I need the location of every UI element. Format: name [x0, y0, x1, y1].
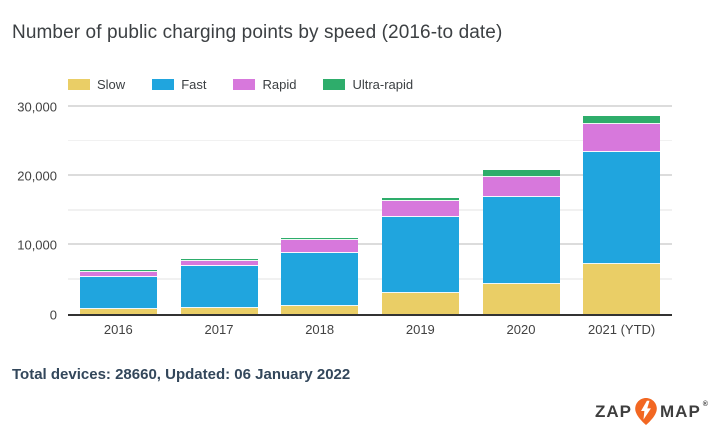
- bar-2021-ytd-: [583, 115, 661, 315]
- bar-segment-slow[interactable]: [180, 308, 258, 315]
- gridline-major: [68, 243, 672, 246]
- bar-segment-fast[interactable]: [180, 265, 258, 309]
- legend-item-fast[interactable]: Fast: [152, 77, 206, 92]
- bar-segment-ultra-rapid[interactable]: [180, 259, 258, 262]
- legend-item-slow[interactable]: Slow: [68, 77, 125, 92]
- legend-item-rapid[interactable]: Rapid: [233, 77, 296, 92]
- x-tick-label: 2019: [405, 322, 435, 337]
- page-title: Number of public charging points by spee…: [12, 22, 503, 43]
- x-tick-label: 2021 (YTD): [588, 322, 656, 337]
- registered-trademark-symbol: ®: [702, 401, 708, 408]
- x-tick-label: 2017: [204, 322, 234, 337]
- plot-area: [68, 104, 672, 315]
- bar-segment-ultra-rapid[interactable]: [583, 115, 661, 125]
- x-tick-label: 2016: [103, 322, 133, 337]
- x-axis-line: [68, 313, 672, 316]
- bar-segment-rapid[interactable]: [79, 271, 157, 278]
- legend-label: Fast: [181, 77, 207, 92]
- legend-swatch-icon: [323, 79, 346, 90]
- x-axis-labels: 2016 2017 2018 2019 2020 2021 (YTD): [68, 322, 672, 340]
- bar-2020: [482, 169, 560, 315]
- bar-segment-slow[interactable]: [79, 309, 157, 315]
- bar-segment-slow[interactable]: [482, 284, 560, 315]
- y-tick-label: 10,000: [17, 237, 57, 253]
- footer-note: Total devices: 28660, Updated: 06 Januar…: [12, 366, 351, 383]
- gridline-major: [68, 104, 672, 107]
- lightning-bolt-map-pin-icon: [635, 398, 657, 425]
- gridline-major: [68, 173, 672, 176]
- bar-segment-ultra-rapid[interactable]: [79, 269, 157, 272]
- logo-text-zap: ZAP: [595, 402, 632, 421]
- legend: Slow Fast Rapid Ultra-rapid: [68, 77, 413, 92]
- legend-item-ultra-rapid[interactable]: Ultra-rapid: [323, 77, 413, 92]
- bar-segment-slow[interactable]: [381, 293, 459, 315]
- bar-segment-fast[interactable]: [482, 196, 560, 284]
- bar-segment-rapid[interactable]: [281, 240, 359, 253]
- x-tick-label: 2020: [506, 322, 536, 337]
- bar-segment-rapid[interactable]: [381, 201, 459, 218]
- legend-label: Rapid: [262, 77, 297, 92]
- bar-2019: [381, 197, 459, 315]
- bar-segment-rapid[interactable]: [482, 176, 560, 197]
- bar-segment-fast[interactable]: [281, 252, 359, 306]
- bar-2017: [180, 259, 258, 315]
- zapmap-logo: ZAP MAP ®: [595, 398, 708, 425]
- legend-swatch-icon: [152, 79, 175, 90]
- legend-label: Ultra-rapid: [352, 77, 414, 92]
- logo-text-map: MAP: [660, 402, 701, 421]
- x-tick-label: 2018: [305, 322, 335, 337]
- bar-segment-ultra-rapid[interactable]: [381, 197, 459, 202]
- bar-2016: [79, 269, 157, 315]
- gridline-minor: [68, 209, 672, 211]
- y-tick-label: 20,000: [17, 168, 57, 184]
- gridline-minor: [68, 139, 672, 142]
- legend-swatch-icon: [233, 79, 256, 90]
- y-tick-label: 0: [49, 307, 57, 322]
- bar-segment-slow[interactable]: [281, 305, 359, 315]
- legend-swatch-icon: [68, 79, 90, 90]
- y-axis-labels: 0 10,000 20,000 30,000: [0, 99, 57, 322]
- gridline-minor: [68, 278, 672, 280]
- legend-label: Slow: [97, 77, 126, 92]
- bar-segment-fast[interactable]: [583, 152, 661, 264]
- bar-segment-fast[interactable]: [79, 277, 157, 309]
- y-tick-label: 30,000: [17, 99, 57, 114]
- bar-2018: [281, 238, 359, 315]
- bar-segment-ultra-rapid[interactable]: [482, 169, 560, 177]
- bar-segment-slow[interactable]: [583, 263, 661, 315]
- bar-segment-rapid[interactable]: [583, 124, 661, 153]
- bar-segment-rapid[interactable]: [180, 261, 258, 266]
- bar-segment-ultra-rapid[interactable]: [281, 238, 359, 241]
- bar-segment-fast[interactable]: [381, 217, 459, 293]
